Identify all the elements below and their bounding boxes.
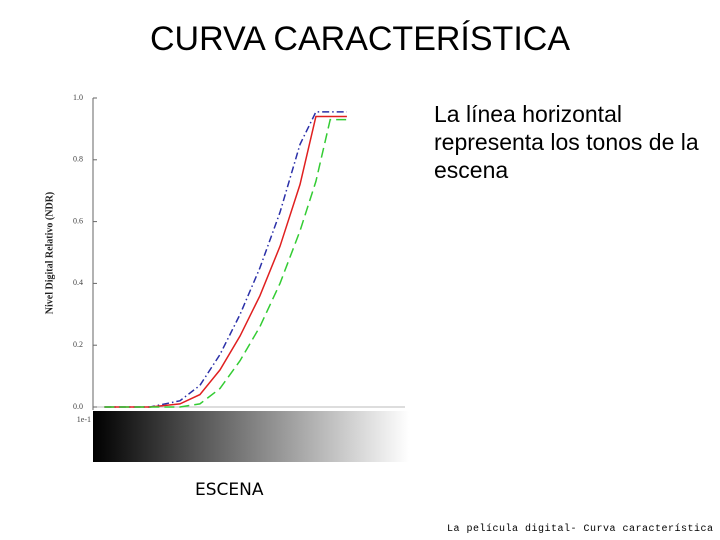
scene-gradient [93, 411, 409, 462]
y-tick-label: 0.8 [73, 155, 83, 164]
curve [104, 118, 347, 408]
y-axis-label: Nivel Digital Relativo (NDR) [44, 192, 55, 314]
y-tick-label: 0.0 [73, 402, 83, 411]
curve [104, 111, 347, 408]
note: La línea horizontal representa los tonos… [434, 101, 699, 183]
scene-label: ESCENA [195, 480, 264, 500]
y-tick-label: 1.0 [73, 93, 83, 102]
x-tick-label: 1e-1 [77, 415, 91, 424]
y-tick-label: 0.6 [73, 216, 83, 225]
y-tick-label: 0.4 [73, 278, 83, 287]
curve [104, 115, 347, 408]
y-tick-label: 0.2 [73, 340, 83, 349]
slide-title: CURVA CARACTERÍSTICA [149, 20, 571, 58]
footer: La película digital- Curva característic… [447, 524, 714, 535]
